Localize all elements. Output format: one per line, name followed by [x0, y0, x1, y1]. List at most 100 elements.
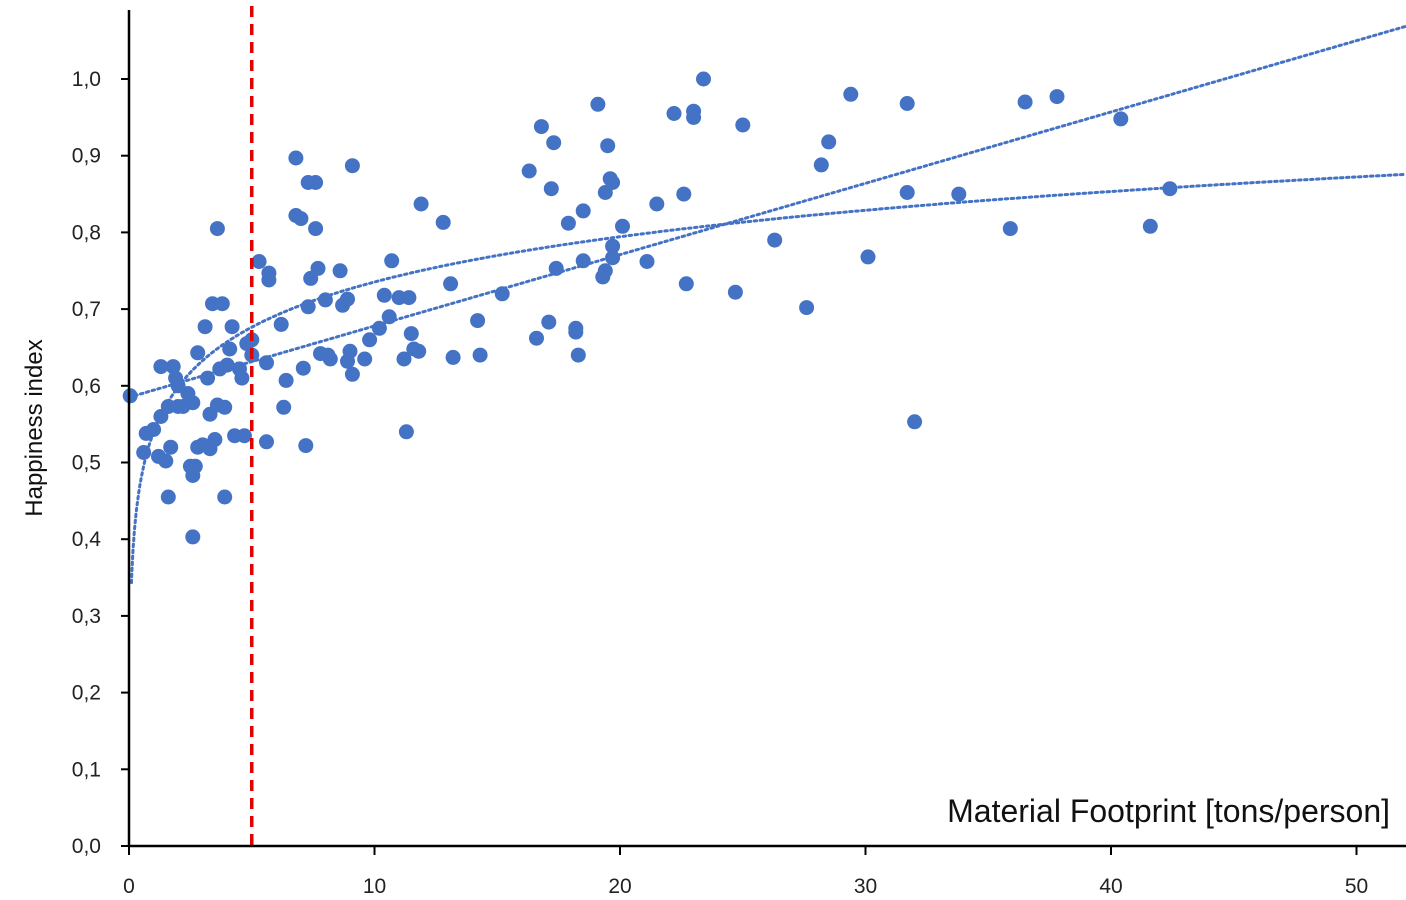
data-point: [298, 438, 314, 454]
data-point: [411, 343, 427, 359]
data-point: [575, 203, 591, 219]
logarithmic-trendline: [130, 172, 1406, 585]
data-point: [494, 286, 510, 302]
data-point: [160, 489, 176, 505]
data-point: [261, 272, 277, 288]
data-point: [163, 439, 179, 455]
data-point: [322, 351, 338, 367]
data-point: [209, 221, 225, 237]
y-tick-label: 0,9: [72, 145, 101, 168]
data-point: [219, 357, 235, 373]
data-point: [541, 314, 557, 330]
data-point: [899, 96, 915, 111]
y-tick-label: 1,0: [72, 68, 101, 91]
y-tick-label: 0,1: [72, 758, 101, 781]
data-point: [276, 399, 292, 415]
data-point: [686, 109, 702, 125]
data-point: [384, 253, 400, 269]
data-point: [224, 319, 240, 335]
x-tick-label: 30: [854, 875, 877, 898]
data-point: [590, 96, 606, 112]
data-point: [396, 351, 412, 367]
data-point: [308, 175, 324, 190]
data-point: [570, 347, 586, 363]
linear-trendline: [127, 24, 1406, 399]
data-point: [1162, 181, 1178, 197]
data-point: [470, 313, 486, 329]
data-point: [560, 215, 576, 231]
data-point: [332, 263, 348, 279]
data-point: [158, 453, 174, 469]
x-tick-label: 0: [123, 875, 135, 898]
x-tick-label: 20: [608, 875, 631, 898]
data-point: [860, 249, 876, 265]
data-point: [259, 355, 274, 371]
x-tick-label: 50: [1345, 875, 1368, 898]
data-point: [639, 254, 655, 269]
data-point: [605, 238, 621, 254]
data-point: [649, 196, 665, 212]
data-point: [236, 428, 252, 444]
data-point: [401, 290, 417, 306]
data-point: [190, 345, 206, 361]
data-point: [472, 347, 488, 363]
data-point: [371, 320, 387, 336]
data-point: [207, 432, 223, 447]
data-point: [533, 119, 549, 135]
data-point: [907, 414, 923, 430]
data-point: [381, 309, 397, 325]
data-point: [678, 276, 694, 292]
data-point: [735, 117, 751, 133]
data-point: [899, 185, 915, 200]
x-tick-label: 40: [1099, 875, 1122, 898]
data-point: [295, 360, 311, 376]
data-point: [308, 221, 324, 237]
data-point: [821, 134, 837, 150]
data-point: [951, 186, 967, 202]
data-point: [696, 71, 711, 87]
data-point: [1002, 221, 1018, 237]
data-point: [165, 359, 181, 375]
data-point: [293, 211, 309, 227]
data-point: [185, 529, 201, 545]
data-point: [1049, 89, 1065, 105]
data-point: [342, 343, 358, 359]
x-axis-title: Material Footprint [tons/person]: [947, 793, 1390, 829]
y-tick-label: 0,6: [72, 375, 101, 398]
data-point: [676, 186, 692, 202]
data-point: [222, 341, 238, 357]
data-point: [575, 253, 591, 269]
data-point: [548, 260, 564, 276]
data-point: [259, 434, 274, 450]
data-point: [340, 291, 355, 307]
data-point: [376, 287, 392, 303]
data-point: [310, 260, 326, 276]
y-tick-label: 0,7: [72, 298, 101, 321]
data-point: [843, 86, 859, 102]
data-point: [445, 349, 461, 365]
data-point: [217, 399, 233, 415]
data-point: [605, 175, 621, 190]
data-point: [317, 292, 333, 308]
data-point: [543, 181, 559, 197]
y-axis-title: Happiness index: [21, 339, 48, 516]
data-point: [187, 458, 203, 474]
data-point: [605, 250, 621, 266]
data-point: [1017, 94, 1033, 110]
axes: [121, 10, 1406, 855]
data-point: [136, 445, 152, 460]
data-point: [615, 218, 630, 234]
x-tick-label: 10: [363, 875, 386, 898]
data-point: [200, 370, 216, 386]
y-tick-label: 0,0: [72, 835, 101, 858]
data-point: [197, 319, 213, 335]
y-tick-label: 0,3: [72, 605, 101, 628]
data-point: [600, 138, 616, 154]
data-point: [1142, 218, 1158, 234]
data-point: [232, 361, 247, 377]
data-point: [344, 366, 360, 382]
data-point: [443, 276, 459, 292]
data-point: [413, 196, 429, 212]
